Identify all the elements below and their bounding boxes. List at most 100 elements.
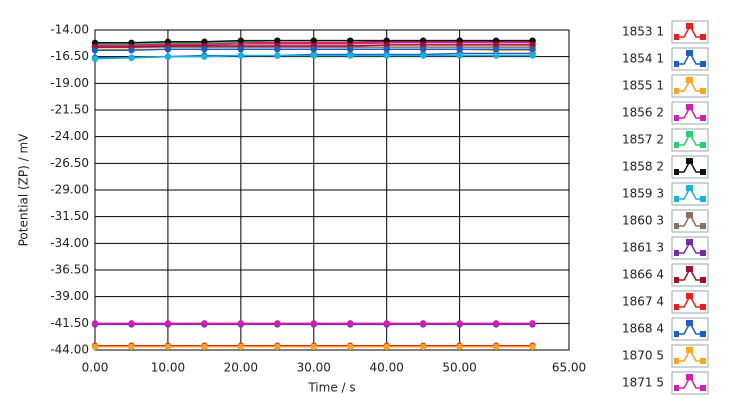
x-tick-label: 40.00 (370, 361, 404, 375)
x-tick-label: 50.00 (442, 361, 476, 375)
legend-swatch-dot (700, 88, 706, 94)
data-point (492, 46, 500, 53)
legend-swatch-dot (674, 385, 679, 391)
legend-swatch-dot (674, 169, 679, 175)
data-point (347, 320, 354, 327)
legend-label: 1858 2 (622, 160, 664, 174)
data-point (529, 52, 536, 59)
data-point (164, 343, 172, 350)
data-point (383, 52, 390, 59)
legend-swatch-dot (686, 77, 693, 83)
data-point (456, 343, 463, 350)
y-tick-label: -24.00 (50, 129, 89, 143)
legend-swatch-dot (700, 223, 706, 229)
data-point (274, 343, 281, 350)
legend-swatch-dot (686, 185, 693, 191)
data-point (237, 343, 245, 350)
legend-label: 1857 2 (622, 133, 664, 147)
legend-swatch-dot (700, 358, 706, 364)
legend-swatch-dot (686, 374, 693, 380)
data-point (347, 343, 354, 350)
data-point (310, 46, 317, 53)
legend-swatch-dot (686, 104, 693, 110)
y-tick-label: -21.50 (50, 103, 89, 117)
data-point (164, 46, 172, 53)
legend-swatch-dot (700, 169, 706, 175)
data-point (310, 52, 317, 59)
legend-swatch-dot (700, 331, 706, 337)
y-tick-label: -34.00 (50, 236, 89, 250)
legend-swatch-dot (700, 196, 706, 202)
legend-swatch-dot (700, 250, 706, 256)
legend-swatch-dot (700, 115, 706, 121)
data-point (492, 343, 500, 350)
data-point (201, 320, 208, 327)
y-tick-label: -14.00 (50, 23, 89, 37)
data-point (456, 52, 463, 59)
legend-swatch-dot (674, 196, 679, 202)
legend-swatch-dot (686, 158, 693, 164)
data-point (419, 46, 427, 53)
data-point (128, 343, 135, 350)
data-point (383, 46, 390, 53)
data-point (383, 320, 390, 327)
legend-swatch-dot (686, 266, 693, 272)
data-point (383, 343, 390, 350)
legend-swatch-dot (700, 142, 706, 148)
legend-label: 1854 1 (622, 52, 664, 66)
y-tick-label: -36.50 (50, 263, 89, 277)
legend-swatch-dot (686, 50, 693, 56)
legend-swatch-dot (674, 331, 679, 337)
legend-swatch-dot (686, 212, 693, 218)
x-tick-label: 20.00 (224, 361, 258, 375)
legend-label: 1859 3 (622, 187, 664, 201)
data-point (128, 320, 135, 327)
y-tick-label: -41.50 (50, 316, 89, 330)
legend-swatch-dot (674, 304, 679, 310)
data-point (91, 343, 99, 350)
legend-swatch-dot (674, 277, 679, 283)
data-point (347, 52, 354, 59)
legend-swatch-dot (674, 34, 679, 40)
data-point (529, 343, 536, 350)
x-tick-label: 0.00 (82, 361, 109, 375)
legend-label: 1860 3 (622, 214, 664, 228)
legend-label: 1856 2 (622, 106, 664, 120)
data-point (456, 320, 463, 327)
legend-label: 1867 4 (622, 295, 664, 309)
data-point (274, 46, 281, 53)
legend-swatch-dot (700, 277, 706, 283)
data-point (164, 320, 172, 327)
legend-label: 1853 1 (622, 25, 664, 39)
data-point (347, 37, 354, 44)
data-point (492, 52, 500, 59)
y-tick-label: -39.00 (50, 289, 89, 303)
legend-swatch-dot (674, 142, 679, 148)
data-point (419, 320, 427, 327)
data-point (91, 55, 99, 62)
y-tick-label: -19.00 (50, 76, 89, 90)
data-point (237, 52, 245, 59)
legend-label: 1855 1 (622, 79, 664, 93)
y-axis-label: Potential (ZP) / mV (17, 133, 31, 247)
y-tick-label: -26.50 (50, 156, 89, 170)
legend-swatch-dot (700, 34, 706, 40)
data-point (201, 46, 208, 53)
data-point (274, 52, 281, 59)
data-point (529, 46, 536, 53)
data-point (237, 37, 245, 44)
data-point (128, 54, 135, 61)
data-point (310, 343, 317, 350)
legend-label: 1870 5 (622, 349, 664, 363)
x-tick-label: 10.00 (151, 361, 185, 375)
data-point (164, 53, 172, 60)
legend-label: 1871 5 (622, 376, 664, 390)
legend-label: 1861 3 (622, 241, 664, 255)
data-point (201, 343, 208, 350)
legend-swatch-dot (686, 131, 693, 137)
data-point (201, 53, 208, 60)
data-point (529, 320, 536, 327)
x-tick-label: 30.00 (297, 361, 331, 375)
